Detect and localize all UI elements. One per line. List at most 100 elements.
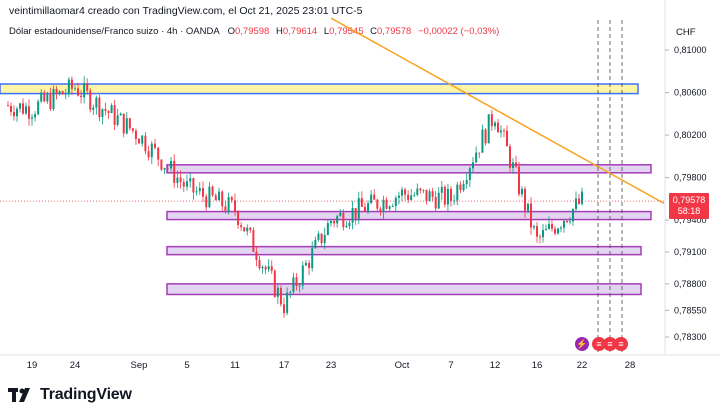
- resistance-zone: [0, 83, 639, 95]
- candle-body: [542, 230, 544, 238]
- symbol-name[interactable]: Dólar estadounidense/Franco suizo · 4h ·…: [9, 26, 220, 37]
- candle-body: [388, 206, 391, 209]
- candle-body: [286, 292, 289, 314]
- candle-body: [348, 222, 351, 226]
- current-price-value: 0,79578: [672, 195, 706, 205]
- candle-body: [385, 199, 388, 209]
- candle-body: [512, 162, 514, 168]
- tradingview-logo-icon: [8, 388, 30, 402]
- candle-body: [326, 223, 329, 235]
- candle-body: [401, 189, 403, 196]
- lightning-icon[interactable]: ⚡: [575, 337, 589, 351]
- candle-body: [320, 233, 323, 244]
- candle-body: [434, 196, 437, 209]
- candle-body: [134, 130, 137, 140]
- candle-body: [198, 187, 201, 192]
- candle-body: [472, 162, 474, 169]
- candle-body: [518, 166, 520, 195]
- candle-body: [214, 195, 217, 201]
- candle-body: [336, 216, 339, 224]
- candle-body: [163, 167, 166, 170]
- candle-body: [446, 188, 449, 205]
- candle-body: [55, 88, 58, 94]
- candle-body: [252, 229, 255, 252]
- candle-body: [527, 203, 529, 211]
- candle-body: [270, 266, 273, 271]
- candle-body: [243, 227, 246, 232]
- candle-body: [419, 188, 422, 191]
- candle-body: [440, 186, 443, 193]
- candle-body: [475, 152, 478, 163]
- price-tick-label: 0,80200: [674, 130, 707, 140]
- time-tick-label: 28: [625, 360, 636, 371]
- candle-body: [221, 191, 224, 207]
- candle-body: [77, 88, 80, 96]
- candle-body: [279, 287, 282, 305]
- candle-body: [89, 90, 92, 110]
- candle-body: [554, 228, 556, 234]
- candle-body: [515, 162, 517, 167]
- candle-body: [557, 228, 559, 234]
- candle-body: [524, 188, 526, 211]
- candle-body: [192, 178, 195, 193]
- candle-body: [572, 208, 574, 222]
- candle-body: [363, 206, 366, 212]
- candle-body: [323, 234, 326, 244]
- candle-body: [575, 198, 577, 209]
- candle-body: [58, 91, 61, 94]
- candle-body: [391, 206, 394, 207]
- current-price-tag: 0,79578 58:18: [669, 193, 709, 219]
- candle-body: [503, 130, 505, 132]
- candle-body: [61, 91, 64, 95]
- open-value: 0,79598: [235, 26, 270, 37]
- candle-body: [246, 227, 249, 232]
- candle-body: [373, 194, 376, 200]
- us-flag-icon[interactable]: ≡: [603, 337, 617, 351]
- us-flag-icon[interactable]: ≡: [614, 337, 628, 351]
- candle-body: [186, 181, 188, 187]
- candle-body: [122, 113, 125, 134]
- candle-body: [459, 184, 462, 191]
- candle-body: [563, 220, 565, 228]
- candle-body: [539, 236, 541, 238]
- candle-body: [202, 187, 204, 197]
- candle-body: [545, 228, 547, 231]
- support-zone: [166, 245, 642, 256]
- candle-body: [560, 227, 562, 229]
- candle-body: [304, 262, 307, 266]
- candle-body: [456, 184, 459, 201]
- candle-body: [506, 130, 508, 147]
- candle-body: [292, 277, 295, 292]
- candle-body: [370, 194, 373, 204]
- candle-body: [376, 199, 379, 209]
- candle-body: [410, 195, 413, 200]
- candle-body: [283, 304, 285, 314]
- candle-body: [301, 265, 304, 286]
- candle-body: [487, 114, 490, 144]
- candle-body: [113, 105, 116, 125]
- time-tick-label: 24: [70, 360, 81, 371]
- candle-body: [86, 83, 89, 91]
- candle-body: [189, 178, 192, 182]
- candle-body: [494, 122, 496, 127]
- candle-body: [536, 226, 538, 237]
- high-value: 0,79614: [282, 26, 318, 37]
- currency-label[interactable]: CHF: [676, 27, 696, 38]
- candle-body: [64, 93, 67, 95]
- brand-logo[interactable]: TradingView: [8, 386, 132, 404]
- time-tick-label: 16: [532, 360, 543, 371]
- candle-body: [443, 186, 446, 205]
- us-flag-icon[interactable]: ≡: [592, 337, 606, 351]
- price-tick-label: 0,79100: [674, 247, 707, 257]
- candle-body: [484, 129, 487, 144]
- candle-body: [104, 109, 107, 112]
- candle-body: [422, 189, 425, 191]
- candle-body: [342, 212, 345, 228]
- candle-body: [150, 143, 153, 158]
- candle-body: [160, 159, 163, 170]
- candle-body: [125, 118, 128, 134]
- candle-body: [170, 160, 172, 169]
- candle-body: [264, 266, 267, 270]
- candle-body: [107, 111, 110, 113]
